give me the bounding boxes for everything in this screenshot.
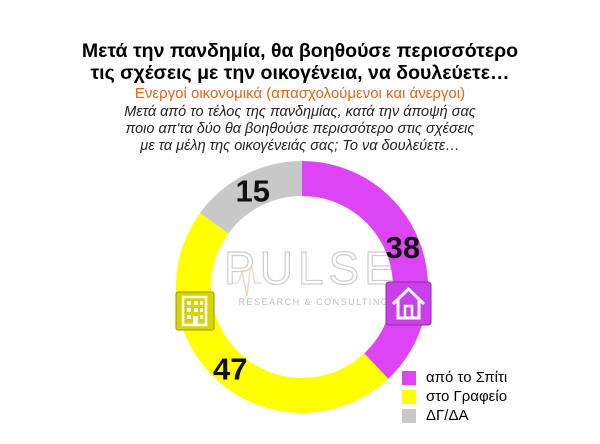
legend-item-dk-na: ΔΓ/ΔΑ xyxy=(402,407,468,424)
watermark-brand: PULSE xyxy=(224,242,400,294)
legend-item-office: στο Γραφείο xyxy=(402,388,507,405)
legend-label-dk-na: ΔΓ/ΔΑ xyxy=(426,407,469,424)
question-line-2: ποιο απ'τα δύο θα βοηθούσε περισσότερο σ… xyxy=(125,121,475,137)
value-label-home: 38 xyxy=(386,230,420,265)
office-building-icon xyxy=(175,291,215,331)
watermark-tagline: RESEARCH & CONSULTING xyxy=(239,297,390,307)
chart-subtitle: Ενεργοί οικονομικά (απασχολούμενοι και ά… xyxy=(134,85,466,102)
chart-title-line-1: Μετά την πανδημία, θα βοηθούσε περισσότε… xyxy=(81,40,519,62)
value-labels: 38 47 15 xyxy=(213,173,420,386)
pulse-watermark: PULSE RESEARCH & CONSULTING xyxy=(223,241,400,307)
legend-label-office: στο Γραφείο xyxy=(426,388,508,405)
house-icon xyxy=(385,281,432,326)
value-label-dk-na: 15 xyxy=(235,173,269,208)
value-label-office: 47 xyxy=(213,351,247,386)
legend-label-home: από το Σπίτι xyxy=(426,369,508,386)
legend-swatch-dk-na xyxy=(402,408,416,423)
slice-office xyxy=(176,212,389,414)
legend-swatch-home xyxy=(402,370,416,385)
chart-title-line-2: τις σχέσεις με την οικογένεια, να δουλεύ… xyxy=(90,62,510,84)
question-line-1: Μετά από το τέλος της πανδημίας, κατά τη… xyxy=(124,104,476,120)
legend-swatch-office xyxy=(402,389,416,404)
slice-dk-na xyxy=(200,161,302,234)
legend-item-home: από το Σπίτι xyxy=(402,369,507,386)
question-line-3: με τα μέλη της οικογένειάς σας; Το να δο… xyxy=(140,138,460,154)
